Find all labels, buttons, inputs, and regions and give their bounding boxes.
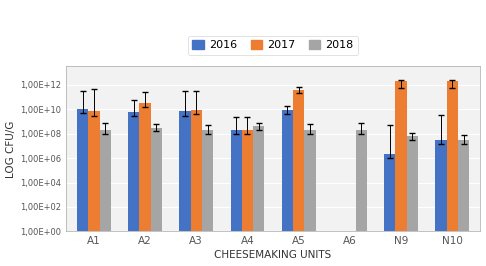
Bar — [435, 140, 447, 231]
Bar — [77, 109, 88, 231]
Bar — [128, 112, 139, 231]
Bar — [191, 110, 202, 231]
Bar — [242, 130, 253, 231]
Bar — [384, 154, 396, 231]
Bar — [407, 136, 418, 231]
Bar — [396, 81, 407, 231]
Legend: 2016, 2017, 2018: 2016, 2017, 2018 — [188, 36, 358, 55]
Y-axis label: LOG CFU/G: LOG CFU/G — [5, 120, 16, 178]
Bar — [100, 130, 111, 231]
Bar — [88, 111, 100, 231]
Bar — [447, 81, 458, 231]
Bar — [230, 130, 242, 231]
Bar — [151, 128, 162, 231]
X-axis label: CHEESEMAKING UNITS: CHEESEMAKING UNITS — [214, 251, 332, 260]
Bar — [179, 111, 191, 231]
Bar — [282, 110, 293, 231]
Bar — [356, 130, 367, 231]
Bar — [202, 130, 213, 231]
Bar — [304, 130, 315, 231]
Bar — [253, 126, 264, 231]
Bar — [293, 90, 304, 231]
Bar — [458, 140, 469, 231]
Bar — [139, 103, 151, 231]
